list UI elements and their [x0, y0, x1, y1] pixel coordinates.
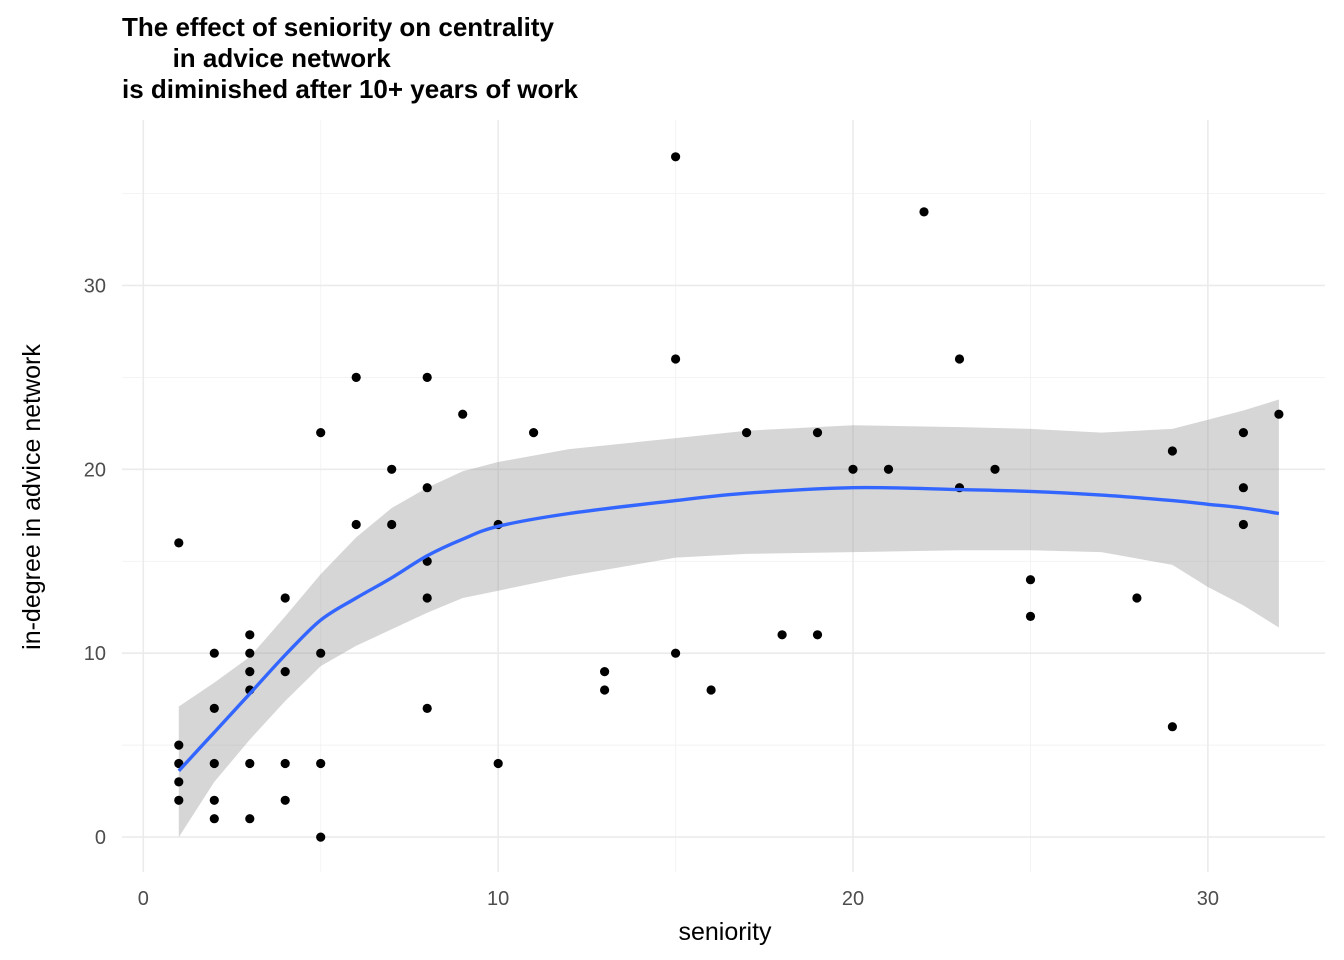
x-tick-label: 30 — [1197, 888, 1219, 910]
confidence-band-layer — [178, 399, 1279, 838]
data-point — [671, 152, 681, 162]
y-tick-label: 10 — [84, 643, 106, 665]
data-point — [1238, 519, 1248, 530]
data-point — [316, 648, 326, 658]
data-point — [529, 428, 539, 438]
data-point — [209, 814, 219, 824]
title-line-2: in advice network — [122, 43, 391, 73]
data-point — [387, 519, 397, 530]
data-point — [812, 630, 823, 640]
data-point — [671, 354, 681, 364]
data-point — [280, 795, 290, 805]
data-point — [209, 758, 219, 769]
x-axis-ticks: 0 10 20 30 — [138, 888, 1219, 910]
data-point — [422, 372, 432, 382]
title-line-1: The effect of seniority on centrality — [122, 12, 555, 42]
data-point — [316, 428, 326, 438]
data-point — [245, 758, 255, 769]
data-point — [280, 593, 290, 603]
data-point — [174, 740, 184, 750]
data-point — [777, 630, 787, 640]
data-point — [174, 795, 184, 805]
data-point — [706, 685, 716, 695]
data-point — [174, 758, 184, 769]
minor-gridlines — [122, 120, 1325, 872]
data-point — [883, 464, 894, 474]
data-point — [422, 483, 432, 493]
chart-title: The effect of seniority on centrality in… — [122, 12, 578, 104]
x-axis-title: seniority — [678, 918, 772, 946]
data-point — [990, 464, 1000, 474]
data-point — [1167, 722, 1177, 732]
data-point — [600, 685, 610, 695]
data-point — [812, 428, 823, 438]
data-point — [245, 630, 255, 640]
smooth-fit-line — [177, 485, 1280, 773]
y-tick-label: 30 — [84, 275, 106, 297]
data-point — [493, 758, 503, 769]
data-point — [245, 648, 255, 658]
data-point — [209, 648, 219, 658]
data-point — [1025, 611, 1036, 622]
data-point — [458, 409, 468, 419]
data-point — [351, 519, 361, 530]
data-point — [422, 703, 432, 714]
data-point — [209, 703, 219, 714]
data-point — [919, 207, 929, 217]
data-point — [1274, 409, 1284, 419]
data-point — [174, 777, 184, 787]
points-layer — [174, 152, 1284, 842]
data-point — [1025, 575, 1036, 585]
data-point — [1238, 483, 1248, 493]
data-point — [209, 795, 219, 805]
data-point — [954, 354, 965, 364]
data-point — [316, 832, 326, 842]
y-tick-label: 20 — [84, 459, 106, 481]
x-tick-label: 0 — [138, 888, 149, 910]
y-axis-title: in-degree in advice network — [18, 344, 46, 650]
x-tick-label: 10 — [487, 888, 509, 910]
data-point — [848, 464, 858, 474]
data-point — [174, 538, 184, 548]
data-point — [671, 648, 681, 658]
data-point — [422, 593, 432, 603]
data-point — [1132, 593, 1142, 603]
data-point — [316, 758, 326, 769]
data-point — [600, 667, 610, 677]
data-point — [351, 372, 361, 382]
data-point — [387, 464, 397, 474]
data-point — [245, 814, 255, 824]
confidence-band — [178, 399, 1279, 838]
data-point — [1167, 446, 1177, 456]
data-point — [280, 667, 290, 677]
y-tick-label: 0 — [95, 827, 106, 849]
data-point — [1238, 428, 1248, 438]
x-tick-label: 20 — [842, 888, 864, 910]
title-line-3: is diminished after 10+ years of work — [122, 74, 578, 104]
smooth-line-layer — [177, 485, 1280, 773]
y-axis-ticks: 0 10 20 30 — [84, 275, 106, 849]
data-point — [280, 758, 290, 769]
data-point — [742, 428, 752, 438]
data-point — [245, 667, 255, 677]
